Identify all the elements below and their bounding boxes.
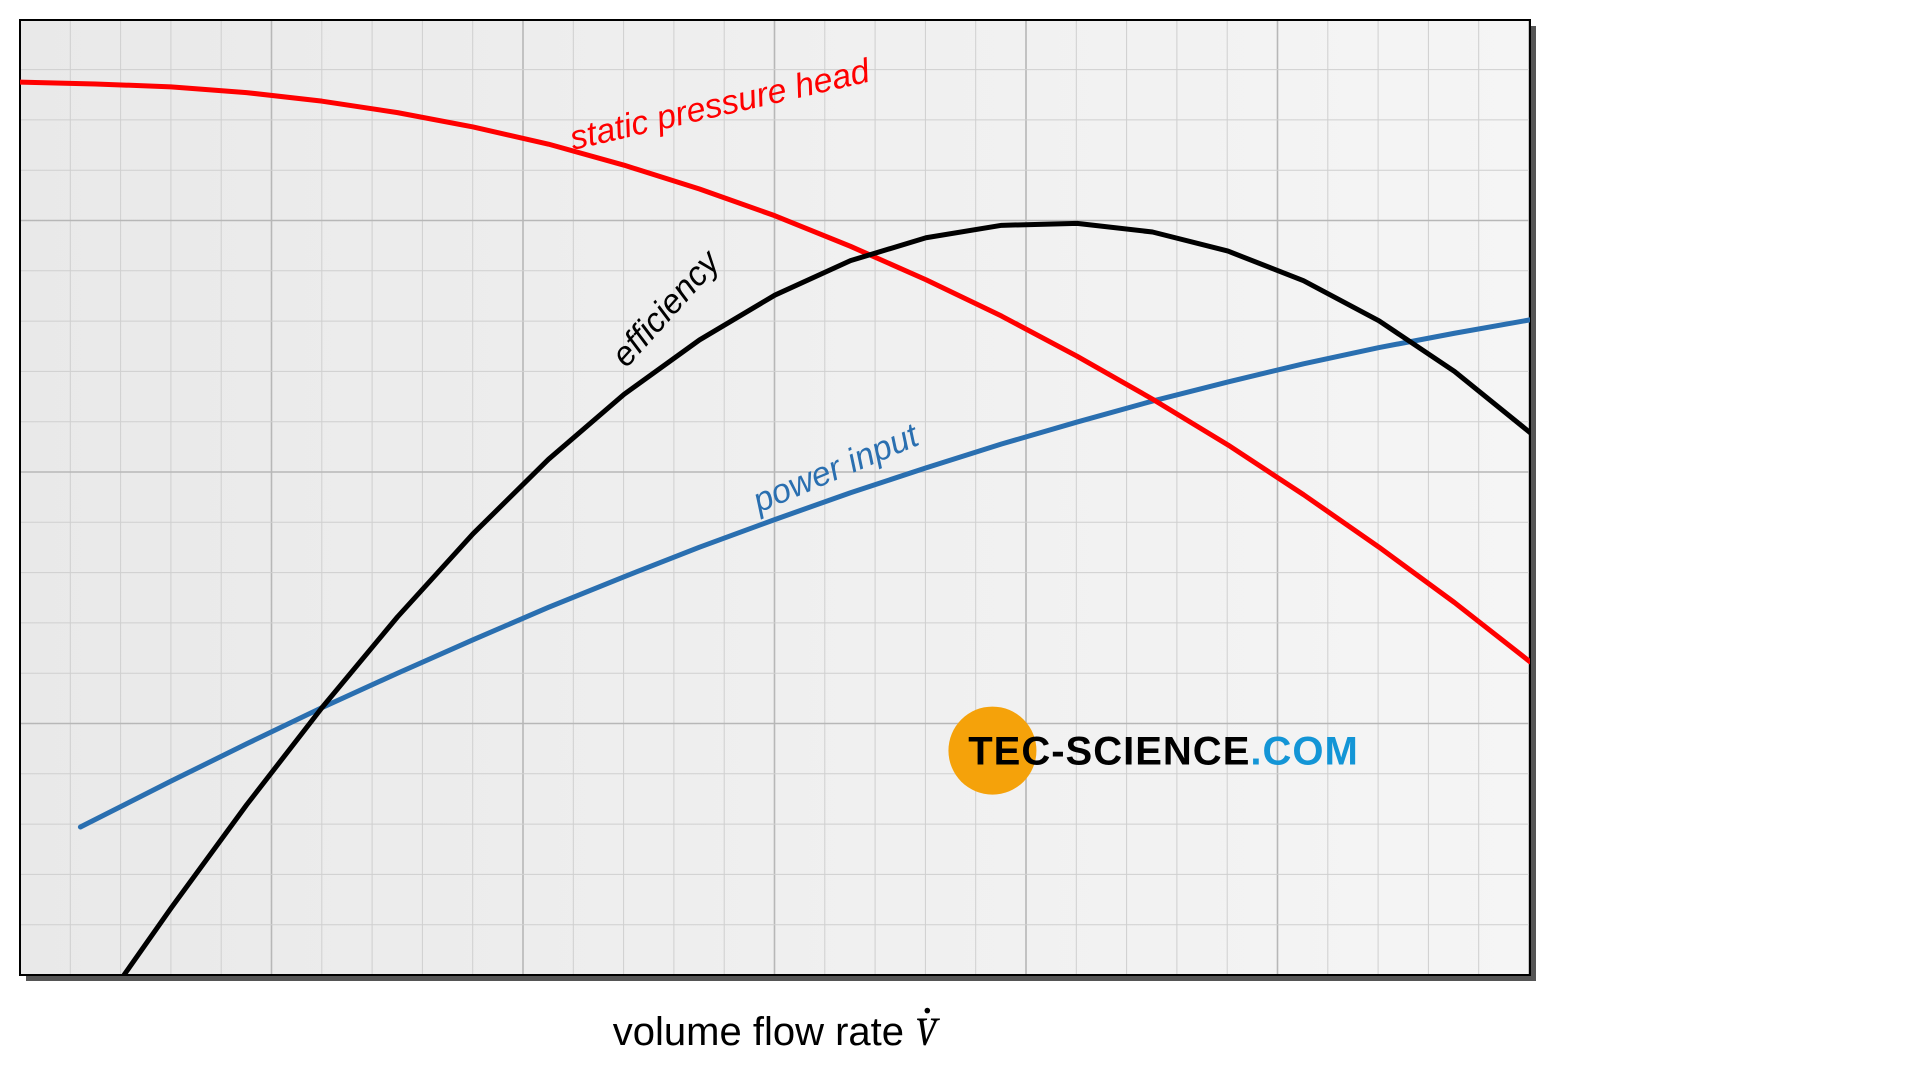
svg-text:volume flow rate V: volume flow rate V	[613, 1009, 940, 1055]
pump-characteristics-chart: power inputstatic pressure headefficienc…	[0, 0, 1920, 1080]
vdot-dot-icon	[925, 1008, 931, 1014]
x-axis-label: volume flow rate V	[613, 1008, 940, 1055]
logo-text: TEC-SCIENCE.COM	[968, 730, 1359, 774]
